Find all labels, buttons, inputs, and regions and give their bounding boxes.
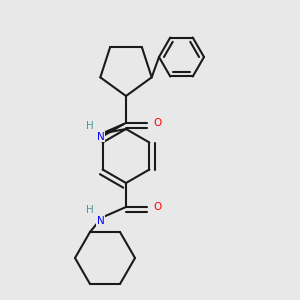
Text: H: H bbox=[86, 205, 94, 215]
Text: O: O bbox=[153, 202, 162, 212]
Text: O: O bbox=[153, 118, 162, 128]
Text: H: H bbox=[86, 121, 94, 131]
Text: N: N bbox=[97, 131, 104, 142]
Text: N: N bbox=[97, 215, 104, 226]
